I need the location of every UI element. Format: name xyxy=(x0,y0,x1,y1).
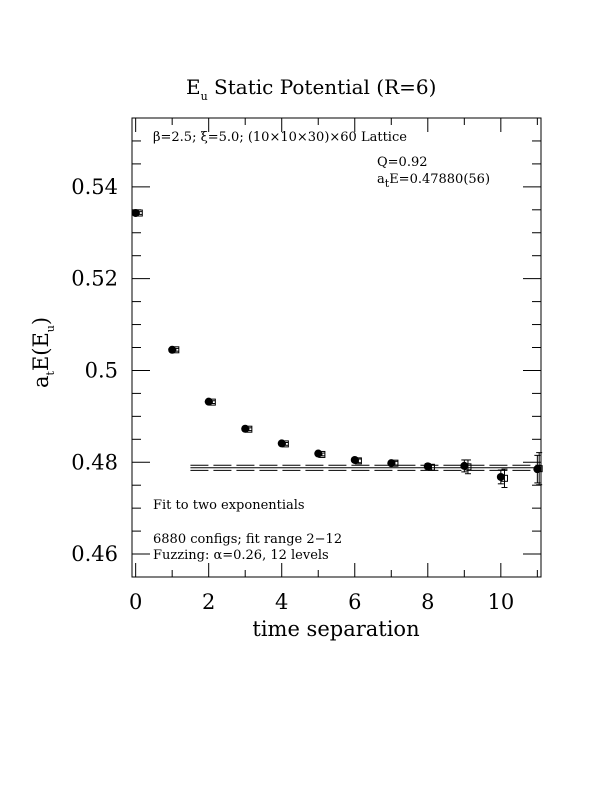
data-point-square xyxy=(135,209,143,217)
configs-annotation: 6880 configs; fit range 2−12 xyxy=(153,532,342,547)
data-point-circle xyxy=(168,345,177,354)
y-tick-label: 0.54 xyxy=(71,175,118,199)
x-tick-label: 0 xyxy=(129,590,142,614)
q-annotation: Q=0.92 xyxy=(377,155,428,170)
x-tick-label: 10 xyxy=(487,590,514,614)
y-tick-label: 0.5 xyxy=(85,358,118,382)
data-point-circle xyxy=(460,461,469,470)
x-tick-label: 8 xyxy=(421,590,434,614)
y-tick-label: 0.48 xyxy=(71,450,118,474)
lattice-annotation: β=2.5; ξ=5.0; (10×10×30)×60 Lattice xyxy=(153,130,407,145)
fit-lines xyxy=(190,464,541,471)
data-point-square xyxy=(208,398,216,406)
data-point-circle xyxy=(496,472,505,481)
data-point-square xyxy=(172,346,180,354)
data-point-circle xyxy=(423,462,432,471)
data-point-square xyxy=(245,425,253,433)
data-point-square xyxy=(427,463,435,471)
data-point-square xyxy=(281,440,289,448)
chart-title: Eu Static Potential (R=6) xyxy=(186,75,436,103)
data-point-circle xyxy=(131,209,140,218)
axis-ticks xyxy=(132,117,541,578)
y-tick-labels: 0.46 0.48 0.5 0.52 0.54 xyxy=(71,175,118,566)
energy-annotation: atE=0.47880(56) xyxy=(377,172,490,190)
fit-annotation: Fit to two exponentials xyxy=(153,498,305,513)
data-point-square xyxy=(535,465,543,473)
data-point-square xyxy=(354,457,362,465)
fuzzing-annotation: Fuzzing: α=0.26, 12 levels xyxy=(153,548,329,563)
x-tick-label: 2 xyxy=(202,590,215,614)
data-point-square xyxy=(500,474,508,482)
x-axis-label: time separation xyxy=(252,617,419,641)
y-tick-label: 0.52 xyxy=(71,267,118,291)
x-tick-label: 6 xyxy=(348,590,361,614)
x-tick-label: 4 xyxy=(275,590,288,614)
data-point-square xyxy=(318,450,326,458)
data-point-square xyxy=(464,463,472,471)
x-tick-labels: 0 2 4 6 8 10 xyxy=(129,590,514,614)
data-point-square xyxy=(391,459,399,467)
data-points xyxy=(131,209,543,488)
y-axis-label: atE(Eu) xyxy=(29,317,57,388)
y-tick-label: 0.46 xyxy=(71,542,118,566)
